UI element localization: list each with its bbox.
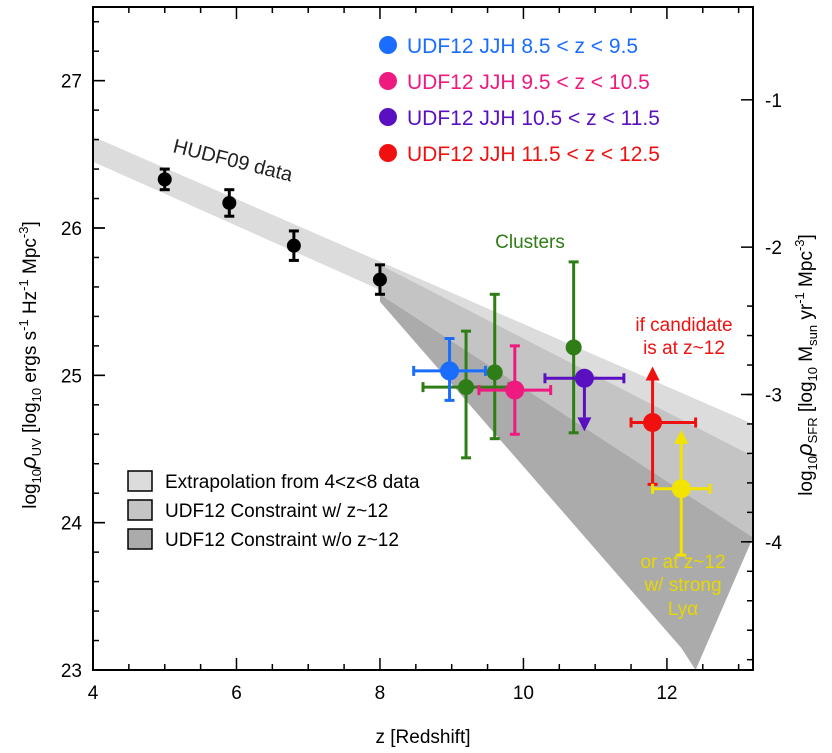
- lya-arrow-head: [674, 429, 689, 444]
- x-tick-label: 6: [231, 683, 242, 704]
- udf12-arrow-4-head: [645, 366, 660, 381]
- udf12-point-1: [440, 361, 460, 381]
- annotation-2: is at z~12: [643, 338, 725, 359]
- udf12-point-4: [643, 412, 663, 432]
- legend-box-2: [127, 499, 153, 521]
- legend-label-2: UDF12 JJH 9.5 < z < 10.5: [407, 71, 650, 94]
- cluster-point: [565, 339, 582, 356]
- y-right-tick-label: -3: [765, 385, 782, 406]
- lya-point: [671, 479, 691, 499]
- legend-label-3: UDF12 JJH 10.5 < z < 11.5: [407, 107, 660, 130]
- legend-box-label-3: UDF12 Constraint w/o z~12: [165, 530, 399, 551]
- legend: UDF12 JJH 8.5 < z < 9.5 UDF12 JJH 9.5 < z…: [127, 35, 660, 551]
- legend-marker-1: [379, 36, 397, 54]
- x-axis-label: z [Redshift]: [375, 727, 470, 748]
- udf12-point-3: [574, 368, 594, 388]
- cluster-point: [486, 364, 503, 381]
- udf12-point-2: [505, 380, 525, 400]
- x-tick-label: 10: [513, 683, 534, 704]
- legend-label-4: UDF12 JJH 11.5 < z < 12.5: [407, 143, 660, 166]
- x-tick-label: 4: [88, 683, 99, 704]
- x-tick-label: 12: [656, 683, 677, 704]
- legend-label-1: UDF12 JJH 8.5 < z < 9.5: [407, 35, 638, 58]
- plot-frame: [92, 6, 754, 671]
- legend-box-label-1: Extrapolation from 4<z<8 data: [165, 472, 420, 493]
- annotation-4: w/ strong: [643, 575, 721, 596]
- annotation-1: if candidate: [635, 315, 732, 336]
- legend-marker-4: [379, 144, 397, 162]
- plot-border: [92, 6, 754, 671]
- hudf09-point: [157, 172, 172, 187]
- y-tick-label: 25: [61, 366, 82, 387]
- legend-box-3: [127, 528, 153, 550]
- y-right-tick-label: -1: [765, 91, 782, 112]
- hudf09-point: [286, 238, 301, 253]
- data-marks: [157, 167, 712, 557]
- x-tick-label: 8: [375, 683, 386, 704]
- legend-marker-2: [379, 72, 397, 90]
- y-tick-label: 26: [61, 219, 82, 240]
- clusters-label: Clusters: [495, 232, 565, 253]
- legend-box-label-2: UDF12 Constraint w/ z~12: [165, 501, 388, 522]
- legend-marker-3: [379, 108, 397, 126]
- y-right-tick-label: -4: [765, 533, 782, 554]
- y-tick-label: 23: [61, 661, 82, 682]
- y-tick-label: 24: [61, 514, 83, 535]
- y-axis-label-left: log10ρUV [log10 ergs s-1 Hz-1 Mpc-3]: [16, 221, 44, 509]
- annotation-3: or at z~12: [640, 552, 725, 573]
- hudf09-point: [222, 195, 237, 210]
- legend-box-1: [127, 470, 153, 492]
- y-tick-label: 27: [61, 72, 82, 93]
- band-2: [379, 264, 753, 538]
- cluster-point: [458, 379, 475, 396]
- hudf09-point: [372, 272, 387, 287]
- y-axis-label-right: log10ρSFR [log10 Msun yr-1 Mpc-3]: [792, 234, 820, 496]
- y-right-tick-label: -2: [765, 238, 782, 259]
- annotation-5: Lyα: [668, 599, 698, 620]
- axis-ticks: 4 6 8 10 12 23 24 25 26 27 -1 -2 -3 -4: [61, 7, 782, 704]
- udf12-arrow-3-head: [577, 417, 592, 432]
